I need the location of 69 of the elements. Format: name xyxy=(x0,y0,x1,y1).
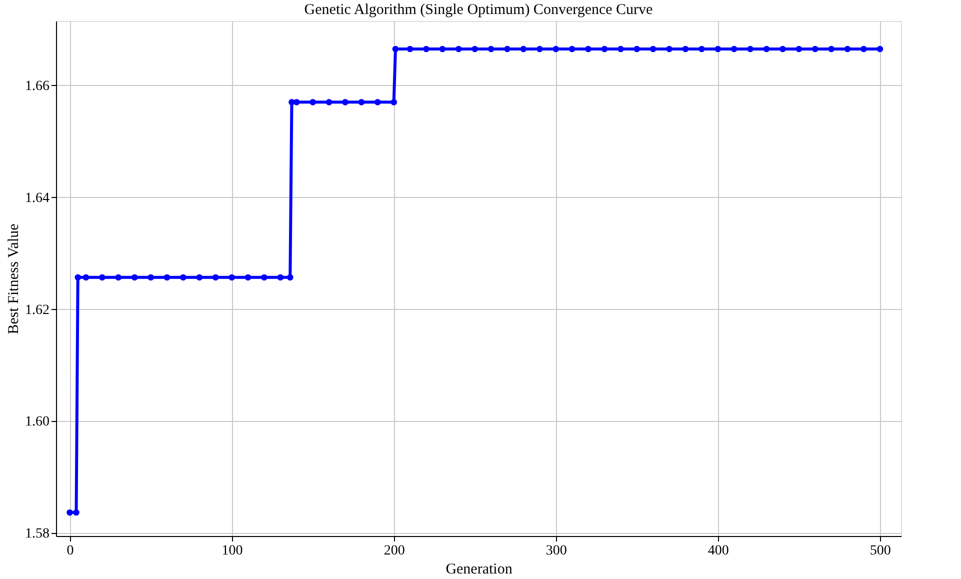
point xyxy=(293,99,300,106)
point xyxy=(714,46,722,52)
chart-title: Genetic Algorithm (Single Optimum) Convergence Curve xyxy=(304,2,654,18)
y-tick-label: 1.62 xyxy=(25,302,50,318)
x-tick-label: 200 xyxy=(384,544,405,558)
x-axis-title: Generation xyxy=(446,562,513,578)
point xyxy=(180,274,186,281)
point xyxy=(682,46,689,52)
point xyxy=(520,46,527,52)
point xyxy=(148,274,154,281)
y-axis-title: Best Fitness Value xyxy=(6,223,22,334)
point xyxy=(164,274,170,281)
point xyxy=(261,274,268,281)
x-tick-label: 400 xyxy=(708,544,729,558)
point xyxy=(66,509,73,516)
point xyxy=(536,46,543,52)
point xyxy=(99,274,106,281)
point xyxy=(780,46,786,52)
y-tick-label: 1.58 xyxy=(25,526,50,542)
point xyxy=(568,46,576,52)
point xyxy=(812,46,818,52)
point xyxy=(196,274,203,281)
point xyxy=(392,46,399,52)
point xyxy=(406,46,414,52)
x-tick-label: 0 xyxy=(66,544,74,558)
point xyxy=(585,46,592,52)
point xyxy=(310,99,316,106)
point xyxy=(698,46,705,52)
point xyxy=(228,274,235,281)
point xyxy=(286,274,294,281)
point xyxy=(73,509,80,516)
point xyxy=(342,99,348,106)
point xyxy=(455,46,462,52)
y-tick-label: 1.66 xyxy=(25,78,50,94)
point xyxy=(326,99,332,106)
point xyxy=(131,274,138,281)
y-tick-label: 1.60 xyxy=(25,414,50,430)
point xyxy=(115,274,122,281)
x-tick-label: 100 xyxy=(222,544,243,558)
point xyxy=(601,46,608,52)
point xyxy=(488,46,494,52)
point xyxy=(730,46,738,52)
point xyxy=(277,274,284,281)
x-tick-label: 500 xyxy=(870,544,891,558)
point xyxy=(374,99,381,106)
point xyxy=(82,274,90,281)
point xyxy=(504,46,510,52)
point xyxy=(763,46,770,52)
point xyxy=(439,46,446,52)
point xyxy=(390,99,397,106)
x-tick-label: 300 xyxy=(546,544,567,558)
point xyxy=(844,46,851,52)
point xyxy=(423,46,430,52)
point xyxy=(212,274,219,281)
point xyxy=(876,46,884,52)
point xyxy=(472,46,478,52)
point xyxy=(860,46,867,52)
point xyxy=(634,46,640,52)
point xyxy=(74,274,82,281)
point xyxy=(666,46,672,52)
point xyxy=(244,274,252,281)
point xyxy=(796,46,802,52)
point xyxy=(552,46,560,52)
point xyxy=(828,46,834,52)
y-tick-label: 1.64 xyxy=(25,190,50,206)
point xyxy=(358,99,365,106)
point xyxy=(618,46,624,52)
point xyxy=(650,46,656,52)
point xyxy=(747,46,754,52)
